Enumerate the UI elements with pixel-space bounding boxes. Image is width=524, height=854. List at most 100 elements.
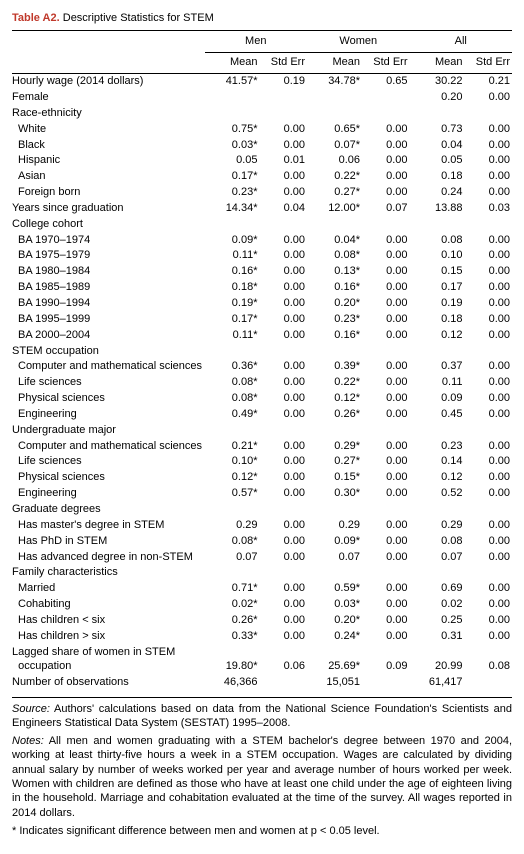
cell-m_mean: 0.02* [205, 597, 260, 613]
cell-w_se: 0.00 [362, 375, 410, 391]
cell-m_se: 0.00 [260, 549, 308, 565]
cell-m_mean: 0.08* [205, 391, 260, 407]
cell-m_se: 0.00 [260, 280, 308, 296]
cell-w_mean: 0.12* [307, 391, 362, 407]
row-label: Years since graduation [12, 200, 205, 216]
row-label: Life sciences [12, 454, 205, 470]
cell-a_mean: 0.29 [410, 517, 465, 533]
cell-m_se: 0.00 [260, 169, 308, 185]
cell-w_mean: 0.23* [307, 311, 362, 327]
cell-a_mean: 0.09 [410, 391, 465, 407]
cell-a_mean: 0.11 [410, 375, 465, 391]
table-row: Engineering0.57*0.000.30*0.000.520.00 [12, 486, 512, 502]
row-label: Computer and mathematical sciences [12, 359, 205, 375]
row-label: Engineering [12, 406, 205, 422]
row-label: Undergraduate major [12, 422, 205, 438]
cell-w_mean: 0.06 [307, 153, 362, 169]
table-row: BA 1975–19790.11*0.000.08*0.000.100.00 [12, 248, 512, 264]
table-row: BA 2000–20040.11*0.000.16*0.000.120.00 [12, 327, 512, 343]
table-row: Physical sciences0.08*0.000.12*0.000.090… [12, 391, 512, 407]
cell-a_se: 0.00 [465, 628, 513, 644]
row-label: Asian [12, 169, 205, 185]
cell-w_mean: 0.29* [307, 438, 362, 454]
table-row: Black0.03*0.000.07*0.000.040.00 [12, 137, 512, 153]
cell-a_mean: 0.14 [410, 454, 465, 470]
cell-w_mean: 0.07* [307, 137, 362, 153]
cell-m_mean: 0.17* [205, 169, 260, 185]
cell-m_mean: 0.33* [205, 628, 260, 644]
cell-a_mean: 0.05 [410, 153, 465, 169]
cell-a_mean: 0.08 [410, 232, 465, 248]
col-women-se: Std Err [362, 52, 410, 73]
cell-m_mean: 0.08* [205, 533, 260, 549]
cell-w_mean: 0.03* [307, 597, 362, 613]
table-row: BA 1970–19740.09*0.000.04*0.000.080.00 [12, 232, 512, 248]
cell-w_mean: 15,051 [307, 675, 362, 691]
cell-a_mean: 0.52 [410, 486, 465, 502]
cell-a_mean: 0.31 [410, 628, 465, 644]
table-row: Married0.71*0.000.59*0.000.690.00 [12, 581, 512, 597]
cell-w_se: 0.00 [362, 311, 410, 327]
cell-w_mean: 0.16* [307, 280, 362, 296]
table-row: Has children < six0.26*0.000.20*0.000.25… [12, 612, 512, 628]
significance-text: * Indicates significant difference betwe… [12, 824, 512, 838]
cell-w_mean: 12.00* [307, 200, 362, 216]
cell-w_mean: 0.65* [307, 121, 362, 137]
cell-a_mean: 0.69 [410, 581, 465, 597]
cell-m_mean: 0.21* [205, 438, 260, 454]
table-row: BA 1985–19890.18*0.000.16*0.000.170.00 [12, 280, 512, 296]
cell-m_se: 0.00 [260, 311, 308, 327]
cell-m_se: 0.00 [260, 359, 308, 375]
row-label: Engineering [12, 486, 205, 502]
cell-m_se: 0.00 [260, 470, 308, 486]
cell-m_se: 0.01 [260, 153, 308, 169]
row-label: Has children < six [12, 612, 205, 628]
cell-m_se: 0.00 [260, 628, 308, 644]
cell-m_se: 0.00 [260, 296, 308, 312]
cell-a_se: 0.00 [465, 264, 513, 280]
cell-m_se: 0.00 [260, 137, 308, 153]
table-row: Computer and mathematical sciences0.36*0… [12, 359, 512, 375]
col-group-all: All [410, 31, 513, 53]
cell-a_mean: 0.10 [410, 248, 465, 264]
cell-a_se: 0.00 [465, 391, 513, 407]
cell-w_mean: 0.15* [307, 470, 362, 486]
row-label: Has master's degree in STEM [12, 517, 205, 533]
cell-a_se: 0.08 [465, 644, 513, 675]
cell-a_mean: 0.37 [410, 359, 465, 375]
table-row: Physical sciences0.12*0.000.15*0.000.120… [12, 470, 512, 486]
cell-m_mean: 0.23* [205, 185, 260, 201]
source-label: Source: [12, 703, 50, 715]
cell-m_mean: 0.16* [205, 264, 260, 280]
row-label: Cohabiting [12, 597, 205, 613]
cell-m_se: 0.06 [260, 644, 308, 675]
table-row: Undergraduate major [12, 422, 512, 438]
col-all-se: Std Err [465, 52, 513, 73]
notes-text: All men and women graduating with a STEM… [12, 735, 512, 818]
cell-a_se: 0.00 [465, 327, 513, 343]
cell-w_mean: 0.04* [307, 232, 362, 248]
cell-m_mean: 0.49* [205, 406, 260, 422]
cell-w_se: 0.00 [362, 470, 410, 486]
cell-w_se: 0.00 [362, 153, 410, 169]
cell-a_se: 0.00 [465, 121, 513, 137]
cell-w_mean: 0.16* [307, 327, 362, 343]
row-label: Lagged share of women in STEM occupation [12, 644, 205, 675]
cell-m_se: 0.00 [260, 406, 308, 422]
cell-a_se: 0.00 [465, 438, 513, 454]
cell-a_se: 0.00 [465, 90, 513, 106]
cell-m_se: 0.00 [260, 517, 308, 533]
col-all-mean: Mean [410, 52, 465, 73]
cell-w_mean: 0.29 [307, 517, 362, 533]
cell-m_mean: 0.10* [205, 454, 260, 470]
cell-m_mean: 0.19* [205, 296, 260, 312]
table-row: Engineering0.49*0.000.26*0.000.450.00 [12, 406, 512, 422]
cell-m_mean: 0.26* [205, 612, 260, 628]
table-row: BA 1995–19990.17*0.000.23*0.000.180.00 [12, 311, 512, 327]
cell-w_se: 0.00 [362, 628, 410, 644]
cell-a_mean: 0.18 [410, 311, 465, 327]
cell-a_mean: 0.45 [410, 406, 465, 422]
cell-a_se: 0.00 [465, 486, 513, 502]
table-row: Lagged share of women in STEM occupation… [12, 644, 512, 675]
cell-a_mean: 0.15 [410, 264, 465, 280]
